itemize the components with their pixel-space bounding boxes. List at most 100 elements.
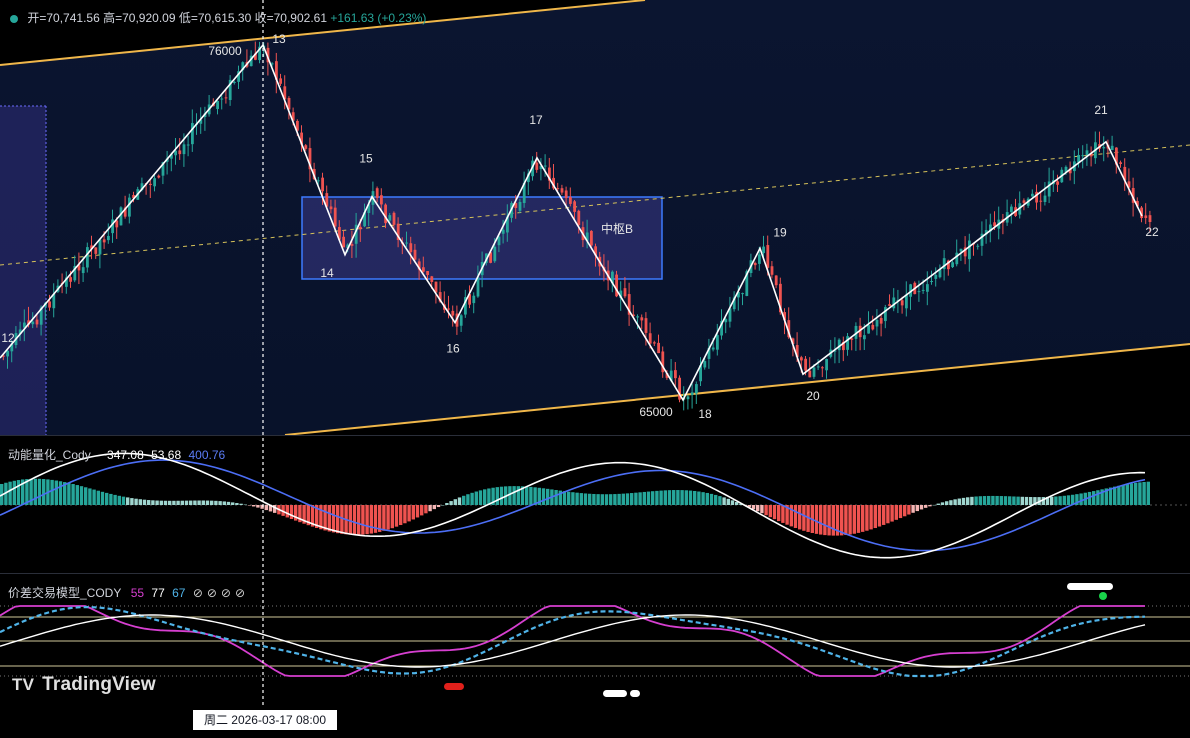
momentum-bar <box>1024 496 1029 505</box>
momentum-bar <box>999 496 1003 505</box>
momentum-bar <box>29 478 33 505</box>
momentum-bar <box>768 505 772 518</box>
spread-legend[interactable]: 价差交易模型_CODY 55 77 67 ⊘⊘⊘⊘ <box>8 584 249 601</box>
momentum-bar <box>16 480 21 505</box>
momentum-bar <box>315 505 319 528</box>
candle-body <box>48 301 51 308</box>
candle-body <box>451 310 455 316</box>
momentum-bar <box>676 490 680 505</box>
channel-lower-line <box>284 343 1190 436</box>
momentum-bar <box>1087 491 1092 505</box>
candle-body <box>695 384 698 394</box>
time-axis <box>0 706 1190 733</box>
momentum-bar <box>558 490 562 505</box>
momentum-bar <box>365 505 369 535</box>
candle-body <box>35 319 39 325</box>
wave-line <box>0 43 1143 402</box>
momentum-bar <box>336 505 340 534</box>
momentum-bar <box>126 497 130 505</box>
candle-body <box>543 165 547 167</box>
candle-body <box>984 230 988 235</box>
momentum-bar <box>1142 481 1146 505</box>
candle-body <box>422 267 425 272</box>
wave-label-21: 21 <box>1094 103 1108 117</box>
momentum-bar <box>310 505 315 527</box>
momentum-bar <box>96 490 100 505</box>
candle-body <box>879 318 883 324</box>
candle-body <box>249 55 253 67</box>
candle-body <box>627 294 631 315</box>
candle-body <box>426 271 429 275</box>
momentum-bar <box>802 505 806 531</box>
momentum-bar <box>67 483 71 505</box>
momentum-bar <box>491 487 495 505</box>
momentum-bar <box>252 505 256 507</box>
momentum-bar <box>1092 491 1096 505</box>
candle-body <box>1031 193 1034 197</box>
candle-body <box>501 229 505 234</box>
momentum-bar <box>499 486 504 505</box>
momentum-bar <box>751 505 756 510</box>
candle-body <box>1085 150 1089 156</box>
channel-upper-line <box>0 0 646 66</box>
momentum-bar <box>924 505 928 508</box>
momentum-bar <box>592 493 596 505</box>
candle-body <box>783 312 786 321</box>
momentum-bar <box>835 505 840 536</box>
candle-body <box>296 120 299 131</box>
wave-label-20: 20 <box>806 389 820 403</box>
candle-body <box>27 320 30 325</box>
momentum-bar <box>575 492 579 505</box>
candle-body <box>216 100 219 109</box>
momentum-bar <box>415 505 420 518</box>
candle-body <box>10 344 14 352</box>
momentum-bar <box>327 505 331 532</box>
momentum-bar <box>449 501 453 505</box>
candle-body <box>762 246 765 254</box>
candle-body <box>737 292 740 298</box>
momentum-bar <box>142 499 147 505</box>
candle-body <box>863 335 866 340</box>
candle-body <box>930 281 933 283</box>
momentum-bar <box>693 490 697 505</box>
momentum-bar <box>579 493 583 505</box>
candle-body <box>560 188 564 193</box>
candle-body <box>968 240 971 260</box>
momentum-bar <box>672 490 676 505</box>
candle-body <box>905 294 908 309</box>
candle-body <box>590 230 593 246</box>
momentum-bar <box>1129 483 1134 505</box>
momentum-bar <box>928 505 932 507</box>
candle-body <box>199 119 203 124</box>
candle-body <box>854 325 858 339</box>
momentum-bar <box>663 490 667 505</box>
momentum-bar <box>285 505 289 518</box>
momentum-legend[interactable]: 动能量化_Cody −347.08 53.68 400.76 <box>8 446 225 463</box>
momentum-bar <box>844 505 848 536</box>
high-label: 高= <box>103 11 123 25</box>
candle-body <box>300 132 303 145</box>
signal-mark-white-1 <box>603 690 627 697</box>
candle-body <box>308 148 312 170</box>
candle-body <box>808 370 812 378</box>
candle-body <box>69 277 72 282</box>
momentum-bar <box>411 505 415 520</box>
candle-body <box>258 46 261 61</box>
candle-body <box>611 271 614 284</box>
momentum-bar <box>420 505 424 516</box>
hidden-plots-icons[interactable]: ⊘⊘⊘⊘ <box>192 586 250 600</box>
candle-body <box>1136 200 1139 207</box>
momentum-bar <box>4 482 8 505</box>
candle-body <box>338 227 341 240</box>
candle-body <box>1110 145 1114 150</box>
candle-body <box>182 144 186 155</box>
candle-body <box>552 177 555 189</box>
candle-body <box>556 188 560 190</box>
momentum-bar <box>541 488 546 505</box>
candle-body <box>476 277 480 297</box>
candle-body <box>569 197 572 204</box>
wave-label-15: 15 <box>359 152 373 166</box>
momentum-bar <box>516 486 520 505</box>
